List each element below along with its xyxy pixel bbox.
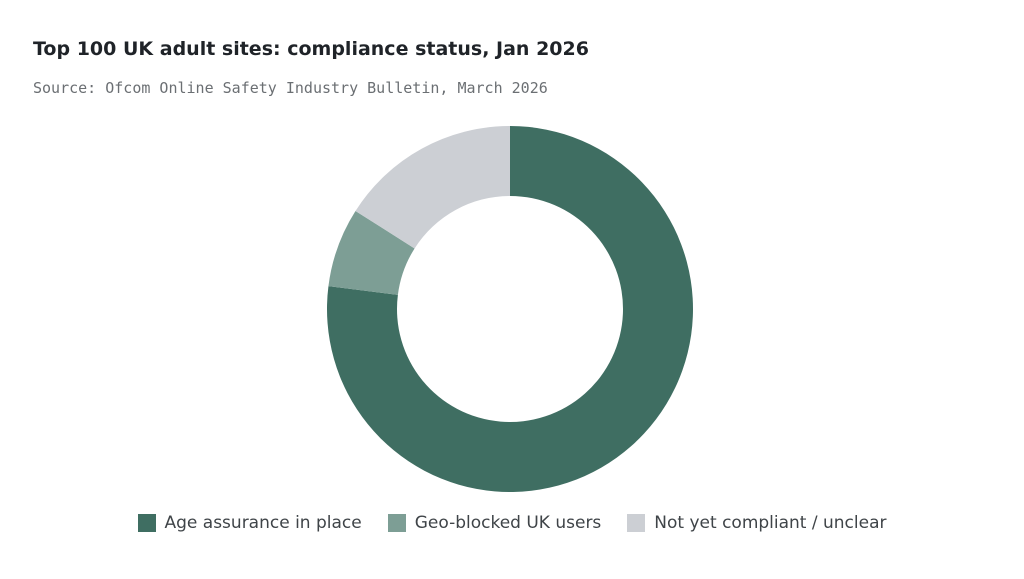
legend-item: Geo-blocked UK users	[387, 513, 602, 533]
chart-title: Top 100 UK adult sites: compliance statu…	[33, 38, 589, 60]
legend-label: Age assurance in place	[164, 513, 362, 533]
legend-label: Not yet compliant / unclear	[654, 513, 887, 533]
donut-slice-3	[355, 125, 510, 249]
legend-item: Age assurance in place	[137, 513, 362, 533]
legend-swatch	[137, 514, 156, 532]
legend-swatch	[627, 514, 646, 532]
legend-item: Not yet compliant / unclear	[627, 513, 887, 533]
legend-label: Geo-blocked UK users	[414, 513, 602, 533]
donut-slice-2	[328, 210, 415, 295]
donut-slice-1	[327, 126, 694, 492]
legend-swatch	[387, 514, 406, 532]
chart-subtitle: Source: Ofcom Online Safety Industry Bul…	[33, 79, 548, 97]
chart-legend: Age assurance in place Geo-blocked UK use…	[0, 513, 1024, 533]
